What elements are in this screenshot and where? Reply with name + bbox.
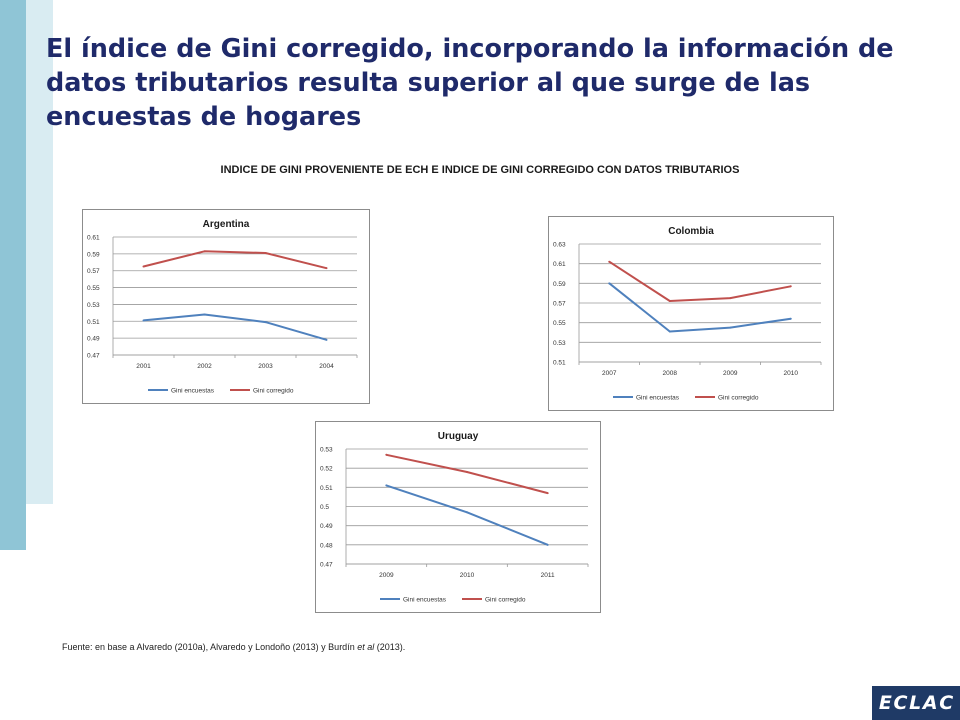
data-point — [325, 338, 328, 341]
source-text-suffix: (2013). — [374, 642, 406, 652]
data-point — [142, 319, 145, 322]
eclac-logo: E C L A C — [872, 686, 960, 720]
logo-letter: C — [939, 692, 954, 714]
accent-bar-light — [26, 0, 53, 504]
y-tick-label: 0.59 — [87, 251, 100, 258]
x-tick-label: 2008 — [663, 370, 678, 377]
data-point — [203, 250, 206, 253]
legend-label: Gini corregido — [485, 597, 526, 604]
x-tick-label: 2009 — [379, 572, 394, 579]
y-tick-label: 0.49 — [320, 523, 333, 530]
logo-letter: A — [922, 692, 938, 714]
data-point — [668, 300, 671, 303]
data-point — [729, 326, 732, 329]
x-tick-label: 2010 — [460, 572, 475, 579]
data-point — [466, 511, 468, 514]
y-tick-label: 0.57 — [87, 268, 100, 275]
data-point — [264, 321, 267, 324]
accent-bar-dark — [0, 0, 26, 550]
legend-label: Gini corregido — [253, 388, 294, 395]
charts-heading: INDICE DE GINI PROVENIENTE DE ECH E INDI… — [220, 164, 740, 176]
chart-title: Argentina — [203, 219, 250, 230]
x-tick-label: 2009 — [723, 370, 738, 377]
logo-letter: E — [878, 692, 892, 714]
legend-label: Gini encuestas — [403, 597, 447, 604]
y-tick-label: 0.53 — [553, 340, 566, 347]
chart-title: Colombia — [668, 226, 714, 237]
slide-title: El índice de Gini corregido, incorporand… — [46, 34, 894, 132]
y-tick-label: 0.5 — [320, 504, 329, 511]
chart-uruguay-svg: Uruguay 0.47 0.48 0.49 0.5 0.51 0.52 0.53 2009 20… — [320, 431, 589, 604]
data-point — [325, 267, 328, 270]
y-tick-label: 0.61 — [553, 261, 566, 268]
legend-label: Gini corregido — [718, 395, 759, 402]
source-text-prefix: Fuente: en base a Alvaredo (2010a), Alva… — [62, 642, 358, 652]
data-point — [142, 265, 145, 268]
y-tick-label: 0.61 — [87, 235, 100, 242]
chart-argentina: Argentina 0.47 0.49 0.51 0.53 0.55 0.57 0.59 0.6… — [82, 209, 370, 404]
series-line-gini-corregido — [608, 260, 791, 302]
y-tick-label: 0.51 — [553, 360, 566, 367]
data-point — [466, 471, 468, 473]
data-point — [668, 330, 671, 333]
source-note: Fuente: en base a Alvaredo (2010a), Alva… — [62, 642, 405, 652]
data-point — [608, 260, 611, 263]
y-tick-label: 0.47 — [87, 353, 100, 360]
data-point — [385, 484, 388, 487]
chart-colombia: Colombia 0.51 0.53 0.55 0.57 0.59 0.61 0.63 2007… — [548, 216, 834, 411]
y-tick-label: 0.48 — [320, 542, 333, 549]
logo-letter: L — [909, 692, 922, 714]
y-tick-label: 0.53 — [87, 302, 100, 309]
y-tick-label: 0.53 — [320, 447, 333, 454]
x-tick-label: 2004 — [319, 363, 334, 370]
data-point — [546, 543, 549, 546]
x-tick-label: 2001 — [136, 363, 151, 370]
y-tick-label: 0.59 — [553, 281, 566, 288]
data-point — [385, 453, 388, 456]
source-text-italic: et al — [357, 642, 375, 652]
data-point — [546, 492, 549, 495]
series-line-gini-corregido — [143, 250, 327, 270]
x-tick-label: 2011 — [541, 572, 555, 579]
legend-label: Gini encuestas — [171, 388, 215, 395]
y-tick-label: 0.47 — [320, 562, 333, 569]
y-tick-label: 0.63 — [553, 242, 566, 249]
data-point — [789, 285, 792, 288]
y-tick-label: 0.51 — [87, 319, 100, 326]
series-line-gini-encuestas — [608, 282, 791, 333]
data-point — [608, 282, 611, 285]
x-tick-label: 2007 — [602, 370, 617, 377]
series-line-gini-encuestas — [143, 313, 327, 341]
x-tick-label: 2010 — [784, 370, 799, 377]
chart-title: Uruguay — [438, 431, 479, 442]
y-tick-label: 0.55 — [553, 320, 566, 327]
data-point — [203, 313, 206, 316]
logo-letter: C — [893, 692, 908, 714]
series-line-gini-encuestas — [385, 484, 549, 546]
y-tick-label: 0.51 — [320, 485, 333, 492]
chart-argentina-svg: Argentina 0.47 0.49 0.51 0.53 0.55 0.57 0.59 0.6… — [87, 219, 358, 395]
y-tick-label: 0.57 — [553, 301, 566, 308]
y-tick-label: 0.49 — [87, 336, 100, 343]
y-tick-label: 0.52 — [320, 466, 333, 473]
y-tick-label: 0.55 — [87, 285, 100, 292]
chart-uruguay: Uruguay 0.47 0.48 0.49 0.5 0.51 0.52 0.53 2009 20… — [315, 421, 601, 613]
data-point — [729, 297, 732, 300]
data-point — [264, 252, 267, 255]
x-tick-label: 2003 — [258, 363, 273, 370]
x-tick-label: 2002 — [197, 363, 212, 370]
legend-label: Gini encuestas — [636, 395, 680, 402]
data-point — [789, 317, 792, 320]
chart-colombia-svg: Colombia 0.51 0.53 0.55 0.57 0.59 0.61 0.63 2007… — [553, 226, 822, 402]
